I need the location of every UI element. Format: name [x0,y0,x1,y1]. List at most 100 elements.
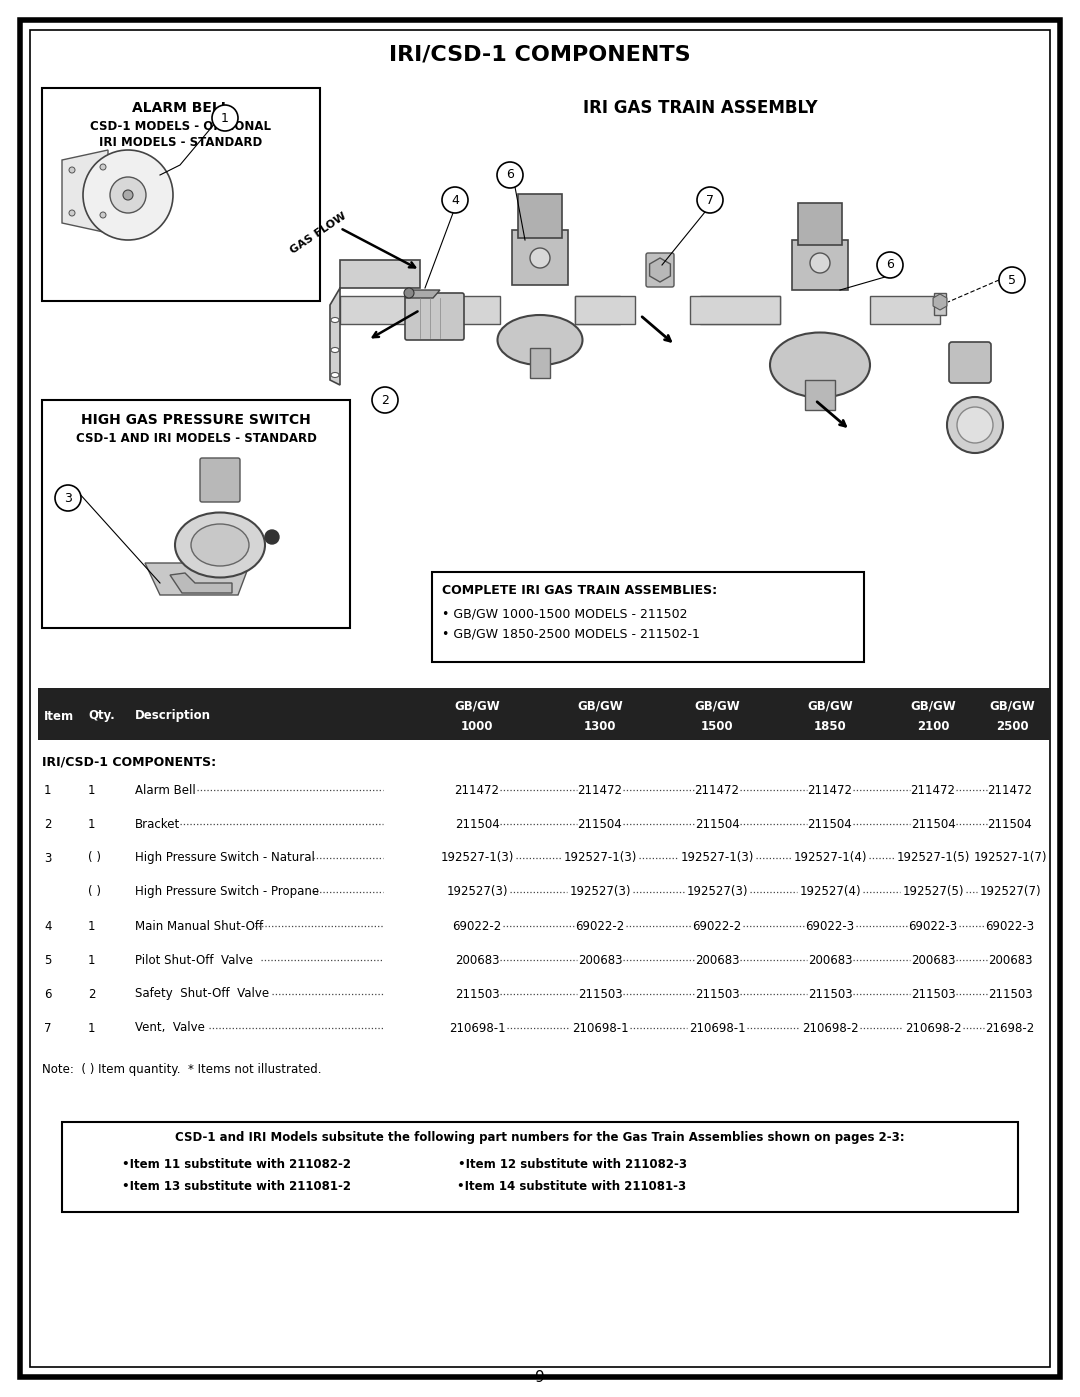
Bar [42,88,320,300]
Text: •Item 14 substitute with 211081-3: •Item 14 substitute with 211081-3 [458,1180,687,1193]
Text: 211503: 211503 [988,988,1032,1000]
Bar [530,348,550,379]
Text: 1: 1 [44,784,52,796]
FancyBboxPatch shape [405,293,464,339]
Circle shape [100,163,106,170]
Ellipse shape [330,317,339,323]
Circle shape [810,253,831,272]
Text: 210698-2: 210698-2 [801,1021,859,1035]
Text: 211503: 211503 [910,988,956,1000]
Bar [38,687,1050,740]
Text: 7: 7 [44,1021,52,1035]
Text: GAS FLOW: GAS FLOW [288,211,348,256]
Text: 1: 1 [221,112,229,124]
Text: CSD-1 MODELS - OPTIONAL: CSD-1 MODELS - OPTIONAL [91,120,271,133]
Text: 2: 2 [87,988,95,1000]
Text: Description: Description [135,710,211,722]
Text: 211472: 211472 [910,784,956,796]
Text: 192527(7): 192527(7) [980,886,1041,898]
Text: 1: 1 [87,954,95,967]
Ellipse shape [770,332,870,398]
Text: 200683: 200683 [910,954,955,967]
Text: CSD-1 and IRI Models subsitute the following part numbers for the Gas Train Asse: CSD-1 and IRI Models subsitute the follo… [175,1132,905,1144]
Text: 200683: 200683 [455,954,499,967]
Text: 211503: 211503 [694,988,740,1000]
FancyBboxPatch shape [646,253,674,286]
Circle shape [404,288,414,298]
Circle shape [100,212,106,218]
Circle shape [55,485,81,511]
Circle shape [530,249,550,268]
Text: 6: 6 [886,258,894,271]
Text: •Item 13 substitute with 211081-2: •Item 13 substitute with 211081-2 [122,1180,351,1193]
Text: 69022-3: 69022-3 [985,919,1035,933]
Text: 200683: 200683 [694,954,739,967]
Polygon shape [405,291,440,298]
Bar [458,296,500,324]
Text: ALARM BELL: ALARM BELL [132,101,230,115]
Circle shape [497,162,523,189]
Text: 211504: 211504 [910,817,956,830]
Circle shape [877,251,903,278]
Text: 211504: 211504 [455,817,499,830]
Text: 2100: 2100 [917,719,949,732]
Text: 211472: 211472 [578,784,622,796]
Text: 200683: 200683 [808,954,852,967]
Text: 192527-1(7): 192527-1(7) [973,852,1047,865]
Circle shape [999,267,1025,293]
Text: 192527(5): 192527(5) [902,886,963,898]
Text: 210698-1: 210698-1 [689,1021,745,1035]
Ellipse shape [175,513,265,577]
Text: 210698-1: 210698-1 [571,1021,629,1035]
Circle shape [69,210,75,217]
Text: Safety  Shut-Off  Valve: Safety Shut-Off Valve [135,988,269,1000]
Text: ( ): ( ) [87,886,102,898]
Text: 69022-2: 69022-2 [576,919,624,933]
FancyBboxPatch shape [200,458,240,502]
Ellipse shape [498,314,582,365]
Bar [512,231,568,285]
Circle shape [83,149,173,240]
Polygon shape [330,260,420,386]
Text: 192527(4): 192527(4) [799,886,861,898]
Circle shape [957,407,993,443]
Text: 7: 7 [706,194,714,207]
Circle shape [947,397,1003,453]
Text: High Pressure Switch - Propane: High Pressure Switch - Propane [135,886,319,898]
Bar [700,296,780,324]
Text: 211472: 211472 [808,784,852,796]
Text: 1: 1 [87,784,95,796]
Bar [798,203,842,244]
Text: High Pressure Switch - Natural: High Pressure Switch - Natural [135,852,315,865]
Bar [792,240,848,291]
Text: 210698-1: 210698-1 [448,1021,505,1035]
Text: 4: 4 [451,194,459,207]
Bar [690,296,780,324]
Text: Vent,  Valve: Vent, Valve [135,1021,205,1035]
Text: 5: 5 [1008,274,1016,286]
Circle shape [110,177,146,212]
Text: IRI/CSD-1 COMPONENTS:: IRI/CSD-1 COMPONENTS: [42,756,216,768]
Text: 3: 3 [44,852,52,865]
Text: 1300: 1300 [584,719,617,732]
Bar [62,1122,1018,1213]
Text: • GB/GW 1000-1500 MODELS - 211502: • GB/GW 1000-1500 MODELS - 211502 [442,608,688,620]
Text: Note:  ( ) Item quantity.  * Items not illustrated.: Note: ( ) Item quantity. * Items not ill… [42,1063,322,1077]
Bar [575,296,620,324]
Text: CSD-1 AND IRI MODELS - STANDARD: CSD-1 AND IRI MODELS - STANDARD [76,432,316,444]
Text: GB/GW: GB/GW [694,700,740,712]
Ellipse shape [330,348,339,352]
Text: Item: Item [44,710,75,722]
Text: 1000: 1000 [461,719,494,732]
Circle shape [442,187,468,212]
Text: 192527(3): 192527(3) [686,886,747,898]
Text: 211504: 211504 [808,817,852,830]
Ellipse shape [191,524,249,566]
Circle shape [69,168,75,173]
Text: ( ): ( ) [87,852,102,865]
Bar [870,296,940,324]
Text: 192527(3): 192527(3) [446,886,508,898]
Text: 1850: 1850 [813,719,847,732]
Text: 192527-1(4): 192527-1(4) [793,852,867,865]
Bar [42,400,350,629]
